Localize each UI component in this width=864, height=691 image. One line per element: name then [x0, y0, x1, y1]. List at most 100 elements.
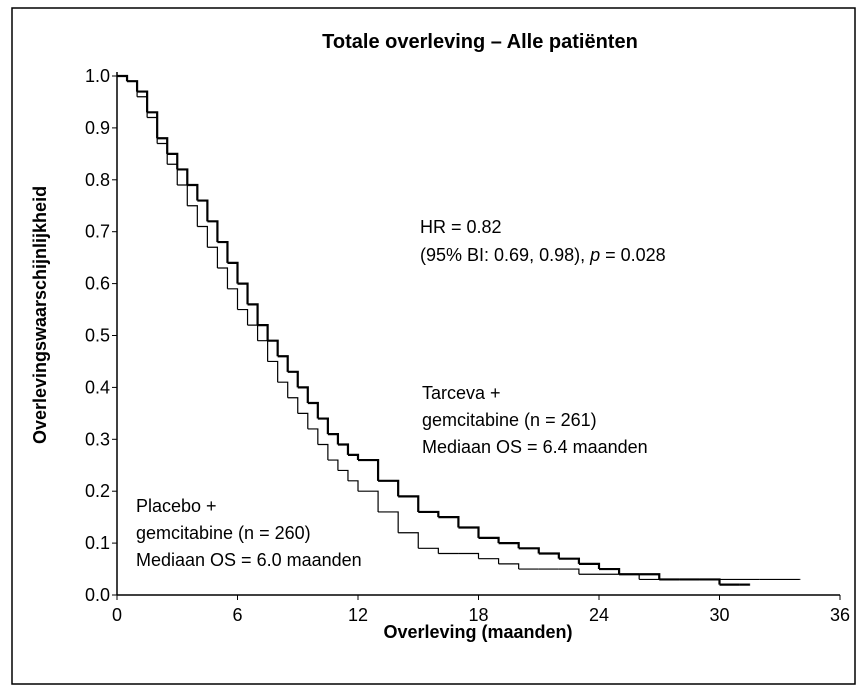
km-step: [207, 246, 219, 269]
km-step: [438, 516, 460, 528]
km-step: [267, 360, 279, 383]
annotation: gemcitabine (n = 260): [136, 523, 311, 543]
km-step: [578, 562, 601, 570]
km-step: [307, 428, 319, 445]
km-step: [227, 261, 239, 284]
km-step: [307, 401, 319, 419]
km-step: [217, 240, 229, 263]
km-step: [147, 116, 158, 144]
y-tick-label: 0.4: [85, 377, 110, 397]
km-step: [137, 90, 149, 113]
km-step: [558, 557, 581, 564]
y-tick-label: 1.0: [85, 66, 110, 86]
km-step: [327, 459, 339, 471]
km-step: [187, 183, 199, 201]
km-step: [297, 386, 309, 403]
y-tick-label: 0.9: [85, 118, 110, 138]
annotation: (95% BI: 0.69, 0.98), p = 0.028: [420, 245, 666, 265]
km-step: [458, 526, 480, 538]
annotation-part: p: [589, 245, 600, 265]
km-step: [317, 443, 329, 461]
km-step: [257, 340, 269, 362]
x-axis-title: Overleving (maanden): [383, 622, 572, 642]
km-step: [247, 303, 259, 326]
km-step: [187, 205, 198, 227]
km-step: [337, 469, 349, 481]
km-step: [117, 74, 129, 82]
annotation-part: = 0.028: [605, 245, 666, 265]
x-tick-label: 30: [709, 605, 729, 625]
km-step: [358, 458, 380, 481]
y-axis-title: Overlevingswaarschijnlijkheid: [30, 186, 50, 444]
km-step: [247, 324, 259, 341]
km-step: [639, 573, 661, 580]
km-step: [538, 552, 560, 559]
km-step: [117, 75, 128, 82]
x-tick-label: 36: [830, 605, 850, 625]
km-step: [137, 96, 148, 118]
y-tick-label: 0.6: [85, 274, 110, 294]
y-tick-label: 0.5: [85, 326, 110, 346]
km-step: [398, 532, 419, 549]
km-step: [277, 381, 289, 398]
km-step: [478, 558, 500, 564]
annotation: Placebo +: [136, 496, 217, 516]
km-step: [327, 433, 340, 445]
km-step: [237, 308, 249, 326]
km-step: [197, 199, 209, 222]
km-step: [358, 490, 379, 512]
x-tick-label: 18: [468, 605, 488, 625]
km-step: [398, 495, 420, 512]
annotation: Mediaan OS = 6.0 maanden: [136, 550, 362, 570]
y-tick-label: 0.0: [85, 585, 110, 605]
annotation: Mediaan OS = 6.4 maanden: [422, 437, 648, 457]
km-step: [147, 111, 159, 139]
km-step: [347, 480, 359, 492]
x-tick-label: 24: [589, 605, 609, 625]
km-step: [418, 547, 439, 554]
km-step: [337, 443, 350, 455]
km-step: [207, 220, 219, 243]
km-step: [217, 267, 229, 289]
km-step: [498, 563, 520, 570]
km-step: [157, 137, 169, 154]
km-step: [558, 568, 580, 575]
km-step: [167, 152, 179, 170]
y-tick-label: 0.8: [85, 170, 110, 190]
km-step: [378, 511, 399, 533]
x-tick-label: 6: [232, 605, 242, 625]
annotation: HR = 0.82: [420, 217, 502, 237]
km-step: [317, 417, 329, 435]
km-step: [498, 542, 520, 549]
annotation-part: (95% BI: 0.69, 0.98),: [420, 245, 585, 265]
km-step: [287, 370, 299, 388]
km-step: [157, 142, 168, 165]
km-step: [287, 397, 299, 414]
chart-title: Totale overleving – Alle patiënten: [322, 31, 638, 53]
km-step: [599, 567, 621, 575]
km-step: [347, 453, 360, 461]
km-step: [418, 510, 440, 518]
km-step: [177, 168, 189, 185]
y-tick-label: 0.1: [85, 533, 110, 553]
y-tick-label: 0.3: [85, 429, 110, 449]
km-step: [267, 339, 279, 357]
km-step: [127, 80, 138, 97]
km-step: [619, 573, 640, 580]
km-step: [237, 282, 249, 305]
km-step: [699, 578, 721, 585]
km-step: [478, 536, 500, 544]
km-step: [127, 80, 139, 92]
km-step: [277, 355, 289, 372]
km-step: [378, 479, 400, 497]
x-tick-label: 0: [112, 605, 122, 625]
km-step: [167, 163, 178, 185]
y-tick-label: 0.2: [85, 481, 110, 501]
km-step: [518, 547, 540, 554]
km-step: [177, 184, 188, 206]
km-step: [257, 324, 269, 341]
km-step: [227, 288, 239, 310]
annotation: Tarceva +: [422, 383, 501, 403]
annotation: gemcitabine (n = 261): [422, 410, 597, 430]
